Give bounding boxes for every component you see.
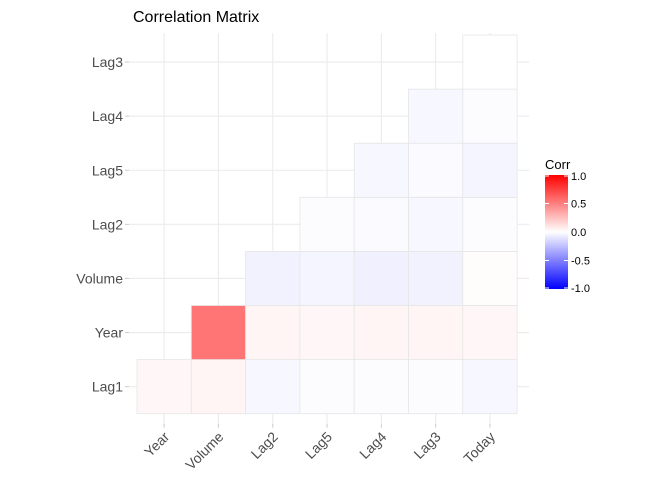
x-axis-tick-label: Lag4: [356, 428, 389, 461]
heatmap-cell: [462, 142, 518, 198]
heatmap-cell: [190, 305, 247, 360]
heatmap-cell: [462, 88, 518, 144]
x-axis-tick-label: Lag5: [302, 428, 335, 461]
heatmap-cell: [190, 359, 247, 415]
legend-colorbar: [545, 175, 568, 289]
chart-title: Correlation Matrix: [133, 9, 259, 26]
x-axis-tick-label: Lag2: [248, 428, 281, 461]
y-axis-tick-label: Lag4: [92, 108, 123, 124]
heatmap-cell: [462, 359, 518, 415]
heatmap-cell: [408, 250, 464, 306]
y-axis-tick-label: Year: [95, 325, 124, 341]
heatmap-cell: [245, 359, 301, 415]
legend-tick-label: 0.5: [571, 199, 586, 211]
legend-tick-label: 0.0: [571, 227, 586, 239]
heatmap-cell: [245, 305, 301, 360]
x-axis-tick-label: Volume: [182, 428, 226, 472]
legend-title: Corr: [545, 157, 571, 172]
heatmap-cell: [245, 250, 301, 306]
y-axis-tick-label: Lag5: [92, 162, 123, 178]
y-axis-tick-label: Lag1: [92, 379, 123, 395]
x-axis-tick-label: Year: [141, 428, 173, 460]
heatmap-cell: [462, 305, 518, 360]
heatmap-cell: [408, 196, 464, 252]
x-axis-tick-label: Today: [460, 429, 498, 467]
heatmap-cell: [408, 88, 464, 144]
legend-tick-label: 1.0: [571, 171, 586, 183]
y-axis-tick-label: Lag3: [92, 54, 123, 70]
heatmap-cell: [136, 359, 192, 415]
heatmap-cell: [462, 34, 518, 90]
heatmap-cell: [408, 359, 464, 415]
heatmap-cell: [408, 142, 464, 198]
heatmap-cell: [353, 196, 409, 252]
heatmap-cell: [299, 250, 355, 306]
color-legend: Corr 1.0 0.5 0.0 -0.5 -1.0: [545, 157, 590, 295]
legend-tick-label: -0.5: [571, 256, 590, 268]
heatmap-cell: [353, 359, 409, 415]
heatmap-cell: [353, 250, 409, 306]
heatmap-cell: [462, 196, 518, 252]
heatmap-cell: [353, 142, 409, 198]
heatmap-cell: [299, 305, 355, 360]
heatmap-cell: [462, 250, 518, 306]
heatmap-cell: [353, 305, 409, 360]
x-axis-tick-label: Lag3: [410, 428, 443, 461]
legend-tick-label: -1.0: [571, 283, 590, 295]
y-axis-tick-label: Volume: [76, 270, 123, 286]
y-axis-tick-label: Lag2: [92, 216, 123, 232]
heatmap-cells: [136, 34, 518, 415]
heatmap-cell: [408, 305, 464, 360]
heatmap-cell: [299, 359, 355, 415]
heatmap-cell: [299, 196, 355, 252]
